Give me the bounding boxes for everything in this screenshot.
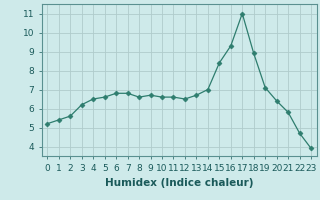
X-axis label: Humidex (Indice chaleur): Humidex (Indice chaleur) (105, 178, 253, 188)
